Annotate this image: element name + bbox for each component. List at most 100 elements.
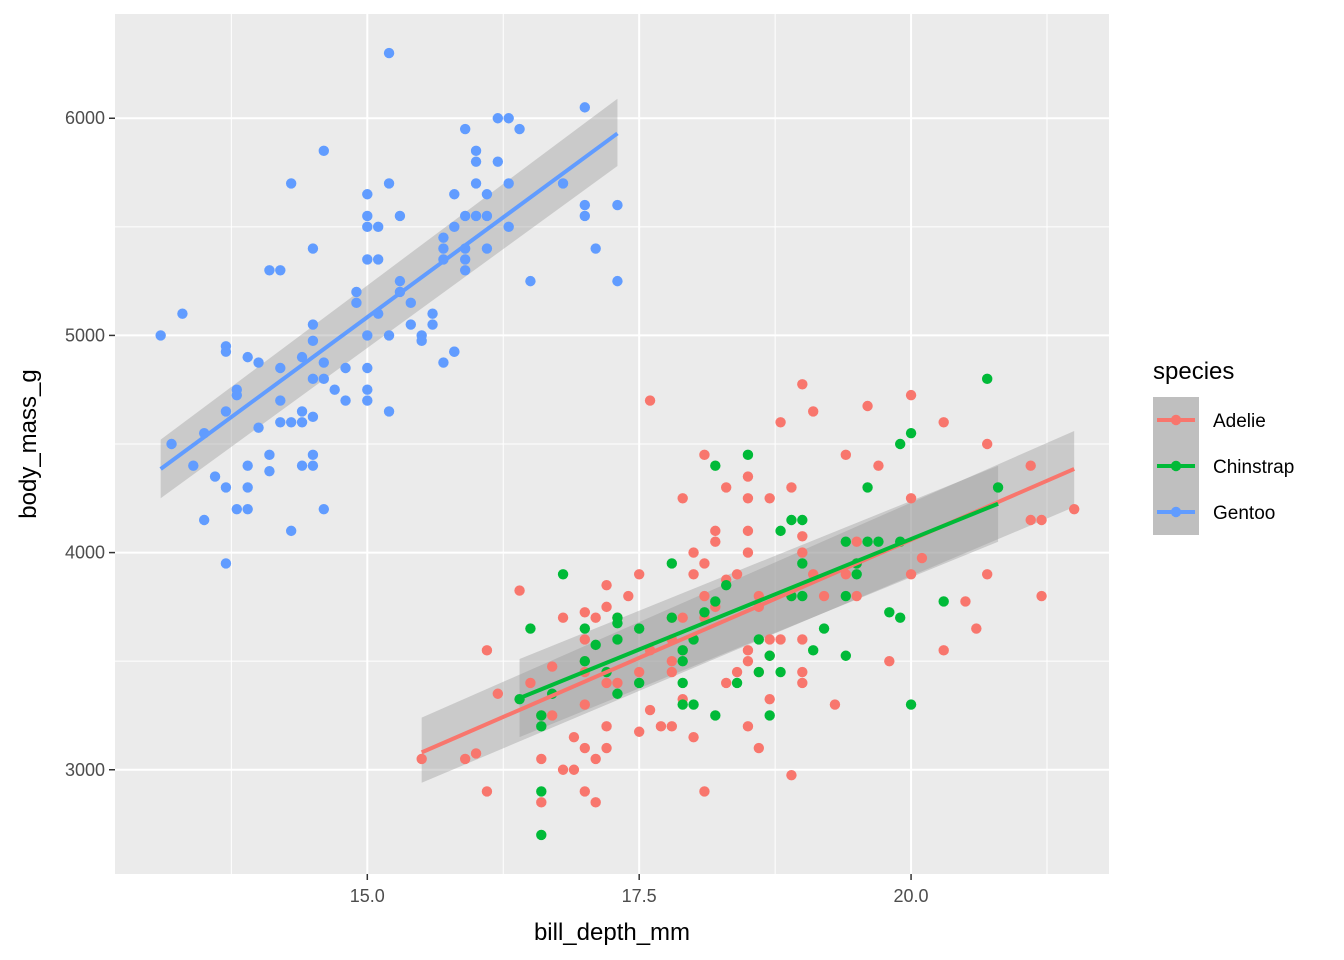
adelie-point bbox=[905, 493, 917, 504]
adelie-point bbox=[514, 585, 525, 596]
adelie-point bbox=[601, 721, 612, 732]
gentoo-point bbox=[383, 330, 395, 341]
chinstrap-point bbox=[666, 558, 678, 569]
gentoo-point bbox=[307, 319, 319, 330]
chinstrap-point bbox=[677, 699, 688, 710]
chinstrap-point bbox=[536, 710, 547, 721]
y-tick-label: 4000 bbox=[65, 543, 105, 563]
legend-key-adelie-point bbox=[1170, 414, 1182, 426]
adelie-point bbox=[536, 753, 547, 765]
gentoo-point bbox=[362, 189, 373, 200]
adelie-point bbox=[699, 449, 710, 461]
gentoo-point bbox=[362, 330, 373, 341]
adelie-point bbox=[971, 623, 982, 634]
chinstrap-point bbox=[797, 514, 808, 526]
adelie-point bbox=[557, 612, 569, 623]
gentoo-point bbox=[503, 113, 514, 124]
adelie-point bbox=[742, 645, 754, 656]
gentoo-point bbox=[242, 460, 253, 471]
gentoo-point bbox=[612, 275, 623, 287]
adelie-point bbox=[688, 547, 699, 558]
adelie-point bbox=[829, 699, 841, 710]
chinstrap-point bbox=[536, 721, 547, 732]
gentoo-point bbox=[340, 395, 351, 406]
adelie-point bbox=[905, 569, 917, 580]
gentoo-point bbox=[220, 406, 232, 417]
adelie-point bbox=[633, 726, 645, 737]
adelie-point bbox=[753, 742, 765, 754]
adelie-point bbox=[938, 645, 949, 656]
chinstrap-point bbox=[818, 623, 830, 634]
adelie-point bbox=[818, 590, 830, 602]
gentoo-point bbox=[264, 449, 275, 461]
chinstrap-point bbox=[981, 373, 993, 385]
adelie-point bbox=[938, 417, 949, 428]
chinstrap-point bbox=[710, 710, 721, 721]
y-tick-label: 5000 bbox=[65, 325, 105, 345]
chinstrap-point bbox=[590, 639, 601, 651]
adelie-point bbox=[601, 601, 612, 613]
adelie-point bbox=[797, 531, 808, 542]
adelie-point bbox=[981, 438, 993, 450]
adelie-point bbox=[720, 677, 732, 689]
gentoo-point bbox=[296, 351, 308, 363]
adelie-point bbox=[797, 677, 808, 689]
gentoo-point bbox=[198, 514, 210, 526]
adelie-point bbox=[742, 471, 754, 482]
chinstrap-point bbox=[666, 612, 678, 623]
adelie-point bbox=[797, 379, 808, 390]
gentoo-point bbox=[459, 123, 471, 135]
gentoo-point bbox=[394, 275, 406, 287]
adelie-point bbox=[568, 731, 580, 743]
adelie-point bbox=[568, 764, 580, 775]
adelie-point bbox=[623, 590, 634, 602]
gentoo-point bbox=[481, 189, 493, 200]
gentoo-point bbox=[503, 221, 514, 233]
chinstrap-point bbox=[579, 655, 591, 667]
gentoo-point bbox=[318, 503, 330, 515]
adelie-point bbox=[579, 742, 591, 754]
gentoo-point bbox=[231, 503, 243, 515]
adelie-point bbox=[862, 400, 873, 412]
adelie-point bbox=[666, 655, 678, 667]
gentoo-point bbox=[307, 411, 319, 423]
gentoo-point bbox=[231, 389, 243, 401]
adelie-point bbox=[655, 721, 667, 732]
chinstrap-point bbox=[720, 579, 732, 591]
gentoo-point bbox=[416, 335, 427, 347]
adelie-point bbox=[775, 417, 786, 428]
gentoo-point bbox=[188, 460, 199, 471]
adelie-point bbox=[742, 547, 754, 558]
gentoo-point bbox=[264, 265, 275, 276]
gentoo-point bbox=[275, 265, 286, 276]
adelie-point bbox=[742, 493, 754, 504]
gentoo-point bbox=[362, 254, 373, 265]
adelie-point bbox=[1068, 503, 1080, 515]
adelie-point bbox=[677, 493, 688, 504]
y-tick-label: 3000 bbox=[65, 760, 105, 780]
chinstrap-point bbox=[677, 645, 688, 656]
adelie-point bbox=[688, 569, 699, 580]
gentoo-point bbox=[470, 178, 482, 189]
gentoo-point bbox=[449, 346, 460, 357]
chinstrap-point bbox=[840, 536, 852, 547]
chinstrap-point bbox=[677, 677, 688, 689]
gentoo-point bbox=[394, 210, 406, 222]
gentoo-point bbox=[481, 243, 493, 254]
chinstrap-point bbox=[677, 655, 688, 667]
adelie-point bbox=[840, 449, 852, 461]
gentoo-point bbox=[275, 395, 286, 406]
adelie-point bbox=[590, 753, 601, 765]
gentoo-point bbox=[275, 417, 286, 428]
gentoo-point bbox=[470, 156, 482, 167]
adelie-point bbox=[644, 704, 656, 716]
chinstrap-point bbox=[851, 569, 862, 580]
gentoo-point bbox=[296, 417, 308, 428]
adelie-point bbox=[590, 612, 601, 623]
gentoo-point bbox=[362, 362, 373, 374]
adelie-point bbox=[1025, 514, 1036, 526]
gentoo-point bbox=[285, 417, 297, 428]
adelie-point bbox=[579, 786, 591, 797]
gentoo-point bbox=[492, 156, 504, 167]
adelie-point bbox=[981, 569, 993, 580]
